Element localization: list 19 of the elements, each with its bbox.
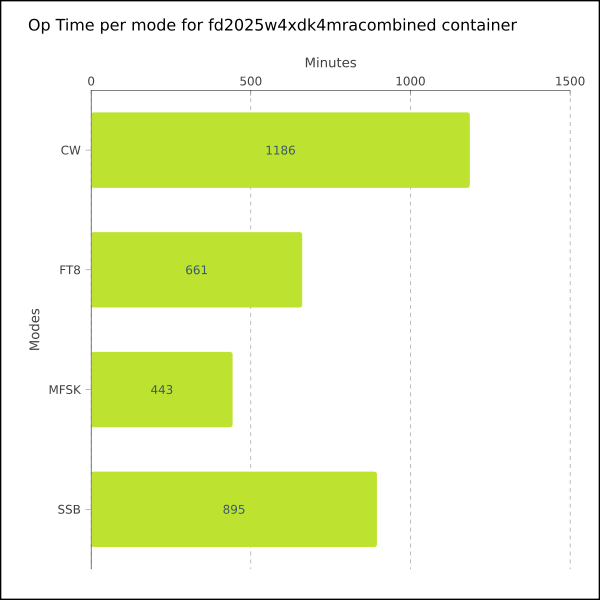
x-tick-label: 1000	[396, 76, 425, 86]
bar	[91, 232, 302, 308]
y-tick-label: FT8	[60, 265, 80, 274]
y-tick-label: SSB	[58, 504, 80, 514]
data-label: 661	[186, 265, 207, 274]
bar	[91, 472, 377, 548]
bar	[91, 112, 470, 188]
data-label: 443	[151, 385, 172, 394]
data-label: 1186	[266, 146, 295, 155]
bar	[91, 352, 233, 428]
y-tick-label: MFSK	[50, 385, 82, 394]
chart-title: Op Time per mode for fd2025w4xdk4mracombined container	[28, 18, 517, 34]
y-axis-title: Modes	[29, 308, 40, 350]
x-tick-label: 500	[240, 76, 262, 86]
x-tick-label: 0	[88, 76, 94, 86]
y-tick-label: CW	[61, 146, 80, 155]
x-tick-label: 1500	[556, 76, 584, 86]
data-label: 895	[223, 504, 244, 514]
x-axis-title: Minutes	[306, 57, 356, 68]
